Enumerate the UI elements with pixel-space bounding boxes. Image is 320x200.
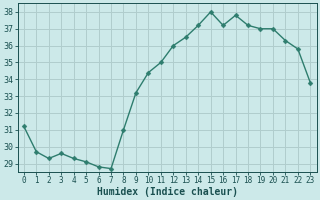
X-axis label: Humidex (Indice chaleur): Humidex (Indice chaleur) bbox=[97, 186, 237, 197]
